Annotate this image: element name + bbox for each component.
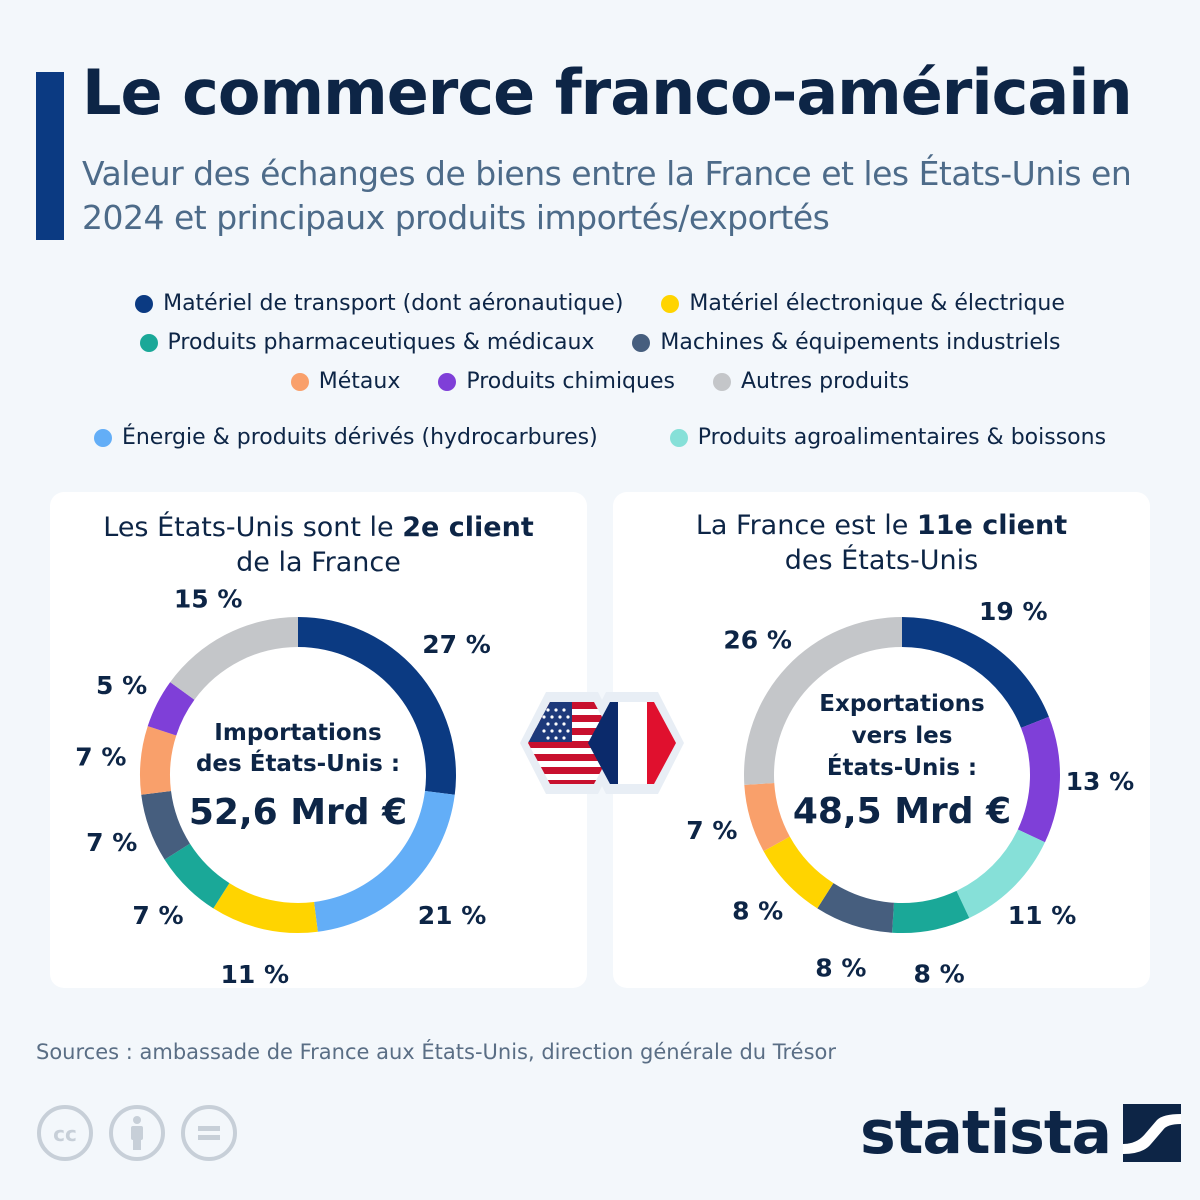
slice-label-1-0: 19 % (979, 597, 1048, 626)
donut-slice-0-0 (298, 617, 456, 795)
accent-bar (36, 72, 64, 240)
legend-label: Produits chimiques (466, 369, 675, 394)
slice-label-1-3: 8 % (914, 959, 965, 988)
no-derivatives-icon (181, 1105, 237, 1161)
donut-slice-0-4 (141, 791, 190, 860)
legend-label: Machines & équipements industriels (660, 330, 1061, 355)
license-icons: cc (36, 1104, 238, 1162)
imports-donut-chart: 27 % 21 % 11 % 7 % 7 % 7 % 5 % 15 % Importation… (75, 585, 490, 988)
slice-label-0-4: 7 % (86, 828, 137, 857)
donut-slice-1-0 (902, 617, 1049, 728)
exports-donut-labels: 19 % 13 % 11 % 8 % 8 % 8 % 7 % 26 % (686, 597, 1134, 988)
legend-dot-autres (712, 372, 731, 391)
exports-heading-bold: 11e client (916, 510, 1068, 541)
legend-dot-pharma (139, 333, 158, 352)
legend-label: Énergie & produits dérivés (hydrocarbure… (121, 425, 598, 450)
legend-dot-energie (93, 428, 112, 447)
legend-label: Métaux (318, 369, 401, 394)
donut-slice-0-5 (140, 726, 177, 795)
legend-item-chimiques: Produits chimiques (438, 369, 675, 394)
exports-donut-slices (744, 617, 1060, 933)
donut-slice-1-7 (744, 617, 902, 785)
exports-donut-chart: 19 % 13 % 11 % 8 % 8 % 8 % 7 % 26 % Exportation… (686, 597, 1134, 988)
slice-label-0-5: 7 % (75, 742, 126, 771)
page-title: Le commerce franco-américain (82, 56, 1133, 129)
legend-row-3: Métaux Produits chimiques Autres produit… (0, 369, 1200, 394)
legend-label: Produits pharmaceutiques & médicaux (167, 330, 595, 355)
slice-label-0-3: 7 % (132, 901, 183, 930)
legend-item-autres: Autres produits (712, 369, 910, 394)
legend-dot-electronique (661, 294, 680, 313)
exports-heading: La France est le 11e client des États-Un… (613, 508, 1150, 578)
source-note: Sources : ambassade de France aux États-… (36, 1040, 837, 1064)
donut-slice-0-6 (147, 682, 195, 736)
legend-dot-chimiques (438, 372, 457, 391)
legend-item-metaux: Métaux (290, 369, 401, 394)
slice-label-0-7: 15 % (174, 585, 243, 614)
legend-row-2: Produits pharmaceutiques & médicaux Mach… (0, 330, 1200, 355)
legend-dot-agro (669, 428, 688, 447)
slice-label-1-2: 11 % (1008, 901, 1077, 930)
legend-row-1: Matériel de transport (dont aéronautique… (0, 291, 1200, 316)
donut-slice-1-4 (817, 883, 894, 933)
slice-label-0-1: 21 % (418, 901, 487, 930)
legend-label: Matériel électronique & électrique (689, 291, 1065, 316)
statista-logo-icon (1123, 1104, 1182, 1162)
imports-center-value: 52,6 Mrd € (189, 792, 407, 833)
flags-badge (520, 692, 684, 794)
exports-center-line2: vers les (852, 723, 953, 749)
imports-heading: Les États-Unis sont le 2e client de la F… (50, 510, 587, 580)
donut-slice-0-3 (164, 843, 230, 909)
legend-item-agro: Produits agroalimentaires & boissons (669, 425, 1107, 450)
imports-heading-line2: de la France (236, 547, 401, 578)
imports-heading-text: Les États-Unis sont le (103, 512, 403, 543)
slice-label-0-0: 27 % (422, 630, 491, 659)
attribution-icon (109, 1105, 165, 1161)
exports-heading-text: La France est le (695, 510, 917, 541)
imports-heading-bold: 2e client (402, 512, 534, 543)
legend-dot-machines (632, 333, 651, 352)
donut-slice-1-2 (956, 829, 1045, 918)
imports-donut-slices (140, 617, 456, 933)
imports-center-line2: des États-Unis : (196, 749, 400, 777)
exports-center-value: 48,5 Mrd € (793, 791, 1011, 832)
cc-icon: cc (37, 1105, 93, 1161)
legend-dot-metaux (290, 372, 309, 391)
donut-slice-1-3 (892, 890, 970, 933)
legend-label: Matériel de transport (dont aéronautique… (163, 291, 624, 316)
imports-center-line1: Importations (214, 720, 381, 746)
donut-slice-0-2 (213, 883, 318, 933)
imports-donut-labels: 27 % 21 % 11 % 7 % 7 % 7 % 5 % 15 % (75, 585, 490, 988)
slice-label-1-7: 26 % (723, 625, 792, 654)
donut-slice-1-5 (763, 836, 834, 909)
donut-slice-0-7 (170, 617, 298, 700)
donut-slice-1-1 (1017, 716, 1060, 843)
statista-wordmark: statista (860, 1098, 1112, 1168)
legend-item-energie: Énergie & produits dérivés (hydrocarbure… (93, 425, 598, 450)
page-subtitle: Valeur des échanges de biens entre la Fr… (82, 154, 1132, 237)
donut-slice-0-1 (314, 791, 455, 932)
exports-heading-line2: des États-Unis (784, 545, 979, 576)
svg-text:cc: cc (53, 1122, 77, 1146)
legend-label: Produits agroalimentaires & boissons (697, 425, 1107, 450)
slice-label-0-2: 11 % (221, 960, 290, 988)
slice-label-1-6: 7 % (686, 816, 737, 845)
exports-panel: La France est le 11e client des États-Un… (613, 492, 1150, 988)
imports-panel: Les États-Unis sont le 2e client de la F… (50, 492, 587, 988)
legend-item-transport: Matériel de transport (dont aéronautique… (135, 291, 623, 316)
exports-center-line1: Exportations (819, 691, 984, 717)
slice-label-1-4: 8 % (815, 953, 866, 982)
slice-label-1-1: 13 % (1066, 767, 1135, 796)
legend-item-pharma: Produits pharmaceutiques & médicaux (139, 330, 595, 355)
slice-label-0-6: 5 % (96, 671, 147, 700)
legend-label: Autres produits (740, 369, 910, 394)
legend-dot-transport (135, 294, 154, 313)
legend-item-machines: Machines & équipements industriels (632, 330, 1060, 355)
legend-row-4: Énergie & produits dérivés (hydrocarbure… (0, 425, 1200, 450)
donut-slice-1-6 (744, 783, 790, 852)
legend-item-electronique: Matériel électronique & électrique (661, 291, 1065, 316)
statista-brand: statista (860, 1098, 1182, 1168)
exports-center-line3: États-Unis : (827, 753, 977, 781)
slice-label-1-5: 8 % (732, 897, 783, 926)
